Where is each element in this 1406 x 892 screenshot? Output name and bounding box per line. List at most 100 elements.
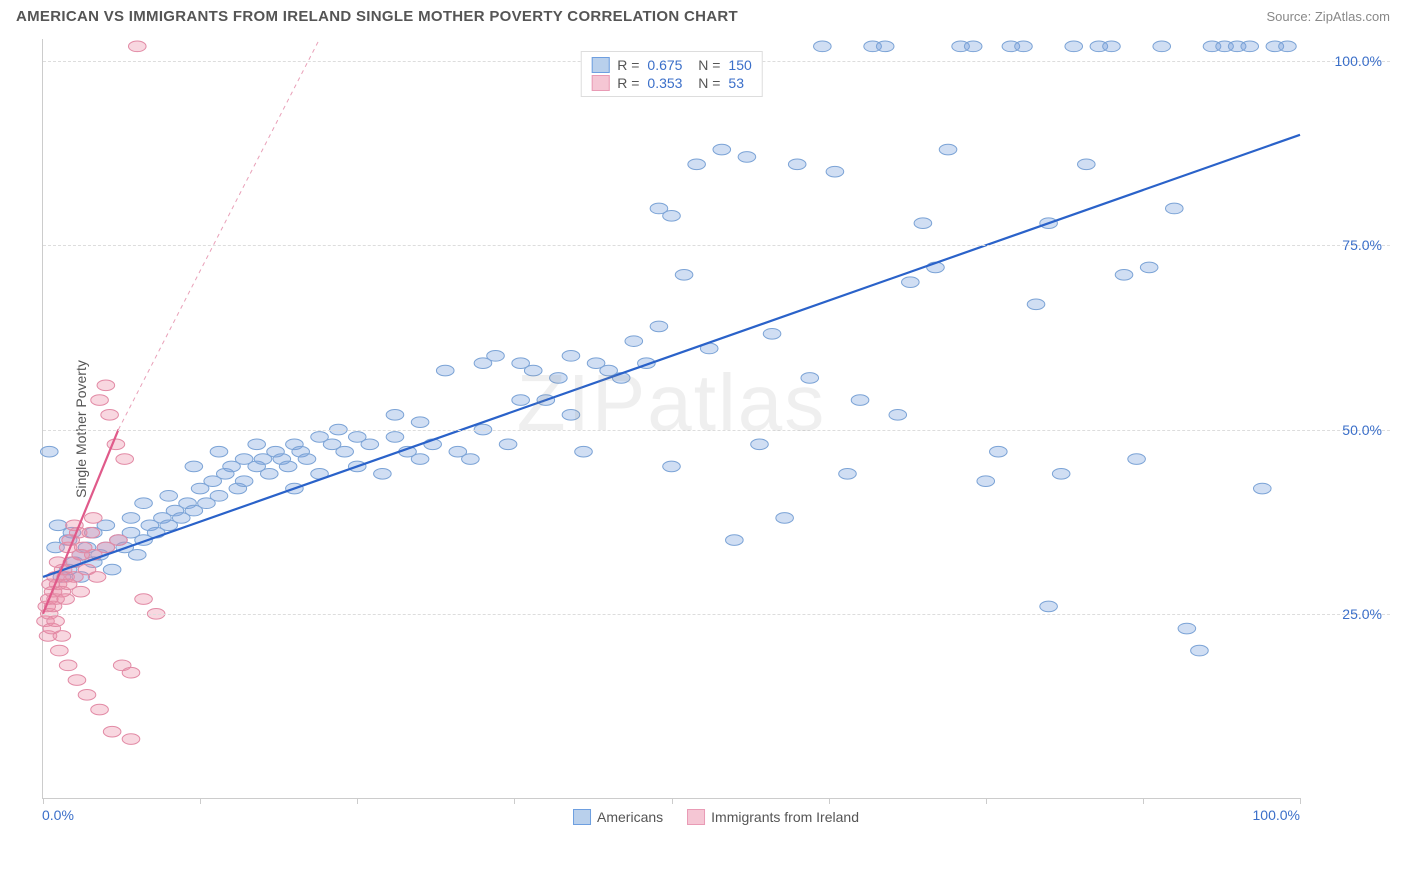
data-point: [939, 144, 957, 155]
legend-item-americans: Americans: [573, 809, 663, 825]
data-point: [1279, 41, 1297, 52]
data-point: [625, 336, 643, 347]
data-point: [135, 498, 153, 509]
data-point: [512, 395, 530, 406]
data-point: [562, 351, 580, 362]
data-point: [185, 461, 203, 472]
data-point: [88, 572, 106, 583]
data-point: [876, 41, 894, 52]
data-point: [47, 616, 65, 627]
data-point: [839, 468, 857, 479]
data-point: [914, 218, 932, 229]
data-point: [524, 365, 542, 376]
data-point: [1166, 203, 1184, 214]
r-label: R =: [617, 57, 639, 73]
data-point: [562, 410, 580, 421]
data-point: [977, 476, 995, 487]
data-point: [575, 446, 593, 457]
data-point: [103, 564, 121, 575]
trend-line: [43, 135, 1300, 577]
data-point: [1052, 468, 1070, 479]
chart-title: AMERICAN VS IMMIGRANTS FROM IRELAND SING…: [16, 8, 738, 25]
data-point: [1027, 299, 1045, 310]
data-point: [91, 704, 109, 715]
data-point: [902, 277, 920, 288]
swatch-ireland: [591, 75, 609, 91]
data-point: [122, 734, 140, 745]
data-point: [260, 468, 278, 479]
data-point: [1178, 623, 1196, 634]
data-point: [68, 675, 86, 686]
data-point: [59, 660, 77, 671]
data-point: [116, 454, 134, 465]
data-point: [248, 439, 266, 450]
data-point: [128, 41, 146, 52]
x-axis-label-min: 0.0%: [42, 807, 74, 823]
data-point: [550, 373, 568, 384]
data-point: [487, 351, 505, 362]
n-value-americans: 150: [728, 57, 751, 73]
data-point: [82, 527, 100, 538]
r-label: R =: [617, 75, 639, 91]
data-point: [688, 159, 706, 170]
trend-line-extrapolated: [118, 39, 319, 430]
data-point: [53, 631, 71, 642]
legend-label-ireland: Immigrants from Ireland: [711, 809, 859, 825]
data-point: [1078, 159, 1096, 170]
data-point: [279, 461, 297, 472]
data-point: [103, 726, 121, 737]
data-point: [751, 439, 769, 450]
y-tick-label: 50.0%: [1342, 422, 1382, 438]
data-point: [763, 328, 781, 339]
data-point: [1065, 41, 1083, 52]
chart-container: Single Mother Poverty R = 0.675 N = 150 …: [42, 29, 1390, 829]
data-point: [1191, 645, 1209, 656]
legend-series: Americans Immigrants from Ireland: [573, 809, 859, 825]
data-point: [663, 461, 681, 472]
data-point: [135, 594, 153, 605]
y-tick-label: 75.0%: [1342, 237, 1382, 253]
data-point: [1103, 41, 1121, 52]
y-tick-label: 100.0%: [1335, 53, 1382, 69]
data-point: [84, 513, 102, 524]
data-point: [788, 159, 806, 170]
data-point: [235, 476, 253, 487]
legend-item-ireland: Immigrants from Ireland: [687, 809, 859, 825]
data-point: [738, 152, 756, 163]
n-label: N =: [690, 57, 720, 73]
plot-area: R = 0.675 N = 150 R = 0.353 N = 53 ZIPat…: [42, 39, 1300, 799]
data-point: [1153, 41, 1171, 52]
legend-correlation: R = 0.675 N = 150 R = 0.353 N = 53: [580, 51, 763, 97]
data-point: [51, 645, 69, 656]
chart-source: Source: ZipAtlas.com: [1266, 9, 1390, 24]
legend-label-americans: Americans: [597, 809, 663, 825]
data-point: [298, 454, 316, 465]
data-point: [964, 41, 982, 52]
data-point: [826, 166, 844, 177]
swatch-americans: [591, 57, 609, 73]
data-point: [801, 373, 819, 384]
data-point: [411, 417, 429, 428]
data-point: [462, 454, 480, 465]
data-point: [386, 432, 404, 443]
data-point: [386, 410, 404, 421]
data-point: [122, 667, 140, 678]
r-value-ireland: 0.353: [647, 75, 682, 91]
data-point: [128, 550, 146, 561]
data-point: [650, 321, 668, 332]
data-point: [122, 513, 140, 524]
swatch-ireland-icon: [687, 809, 705, 825]
data-point: [663, 211, 681, 222]
data-point: [361, 439, 379, 450]
data-point: [814, 41, 832, 52]
data-point: [713, 144, 731, 155]
data-point: [675, 269, 693, 280]
swatch-americans-icon: [573, 809, 591, 825]
data-point: [1015, 41, 1033, 52]
scatter-plot-svg: [43, 39, 1300, 798]
data-point: [210, 491, 228, 502]
n-label: N =: [690, 75, 720, 91]
data-point: [411, 454, 429, 465]
chart-header: AMERICAN VS IMMIGRANTS FROM IRELAND SING…: [0, 0, 1406, 29]
data-point: [1253, 483, 1271, 494]
